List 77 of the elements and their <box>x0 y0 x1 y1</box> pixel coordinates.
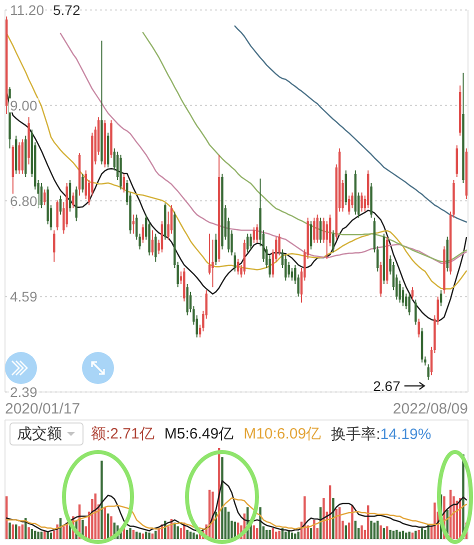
annotation: 2.67 <box>373 378 401 394</box>
bar <box>297 532 300 539</box>
bar <box>332 498 334 539</box>
chart-title: 成交额 <box>17 426 62 442</box>
bar <box>221 457 224 539</box>
bar <box>294 534 296 539</box>
text: M10:6.09亿 <box>244 426 322 442</box>
bar <box>18 526 20 539</box>
bar <box>176 526 179 539</box>
bar <box>408 532 410 539</box>
bar <box>351 505 354 539</box>
line-series <box>142 32 468 262</box>
bar <box>313 520 316 539</box>
bar <box>148 532 150 539</box>
text: 2020/01/17 <box>5 400 80 418</box>
bar <box>272 528 274 539</box>
annotation: 5.72 <box>53 2 80 18</box>
bar <box>30 528 34 539</box>
bar <box>405 532 408 539</box>
y-tick-label: 11.20 <box>10 2 44 18</box>
y-tick-label: 9.00 <box>10 97 38 114</box>
bar <box>304 496 306 539</box>
bar <box>418 530 420 539</box>
bar <box>174 522 176 539</box>
bar <box>189 532 192 539</box>
text: 2022/08/09 <box>392 400 468 418</box>
text: 额:2.71亿 <box>91 426 154 442</box>
bar <box>8 522 11 539</box>
bar <box>284 532 287 539</box>
y-tick-label: 2.39 <box>10 384 38 400</box>
y-tick-label: 6.80 <box>10 192 38 209</box>
bar <box>278 530 280 539</box>
bar <box>411 532 414 539</box>
bar <box>370 520 372 539</box>
line-series <box>6 32 468 290</box>
bar <box>196 534 198 539</box>
bar <box>396 530 398 539</box>
bar <box>145 532 148 539</box>
bar <box>138 532 141 539</box>
bar <box>382 528 386 539</box>
bar <box>290 532 294 539</box>
bar <box>136 532 138 539</box>
bar <box>310 528 312 539</box>
bar <box>46 532 49 539</box>
bar <box>100 460 103 539</box>
bar <box>129 528 132 539</box>
bar <box>389 530 392 539</box>
bar <box>380 525 382 539</box>
bar <box>256 528 258 539</box>
bar <box>186 530 188 539</box>
bar <box>192 532 195 539</box>
bar <box>28 527 30 539</box>
text: M5:6.49亿 <box>164 426 234 442</box>
line-series <box>234 25 468 223</box>
bar <box>50 532 52 539</box>
bar <box>275 532 278 539</box>
bar <box>322 498 325 539</box>
bar <box>40 532 43 539</box>
bar <box>14 524 18 539</box>
bar <box>44 530 46 539</box>
y-tick-label: 4.59 <box>10 288 38 305</box>
bar <box>434 502 436 539</box>
text: 换手率:14.19% <box>331 426 432 442</box>
bar <box>12 524 14 539</box>
line-series <box>60 32 468 264</box>
bar <box>268 530 271 539</box>
bar <box>398 532 401 539</box>
bar <box>360 525 363 539</box>
line-series <box>6 91 468 322</box>
bar <box>414 530 417 539</box>
bar <box>151 534 154 539</box>
bar <box>62 526 65 539</box>
bar <box>142 534 144 539</box>
bar <box>37 532 40 539</box>
bar <box>21 524 24 539</box>
bar <box>420 528 424 539</box>
bar <box>373 522 376 539</box>
